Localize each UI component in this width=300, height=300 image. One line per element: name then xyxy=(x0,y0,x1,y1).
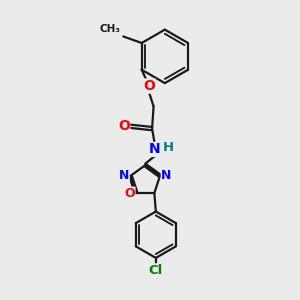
Text: Cl: Cl xyxy=(149,264,163,277)
Text: O: O xyxy=(143,79,155,93)
Text: N: N xyxy=(148,142,160,156)
Text: H: H xyxy=(163,141,174,154)
Text: CH₃: CH₃ xyxy=(100,24,121,34)
Text: N: N xyxy=(161,169,172,182)
Text: O: O xyxy=(124,187,135,200)
Text: N: N xyxy=(119,169,129,182)
Text: O: O xyxy=(118,119,130,133)
